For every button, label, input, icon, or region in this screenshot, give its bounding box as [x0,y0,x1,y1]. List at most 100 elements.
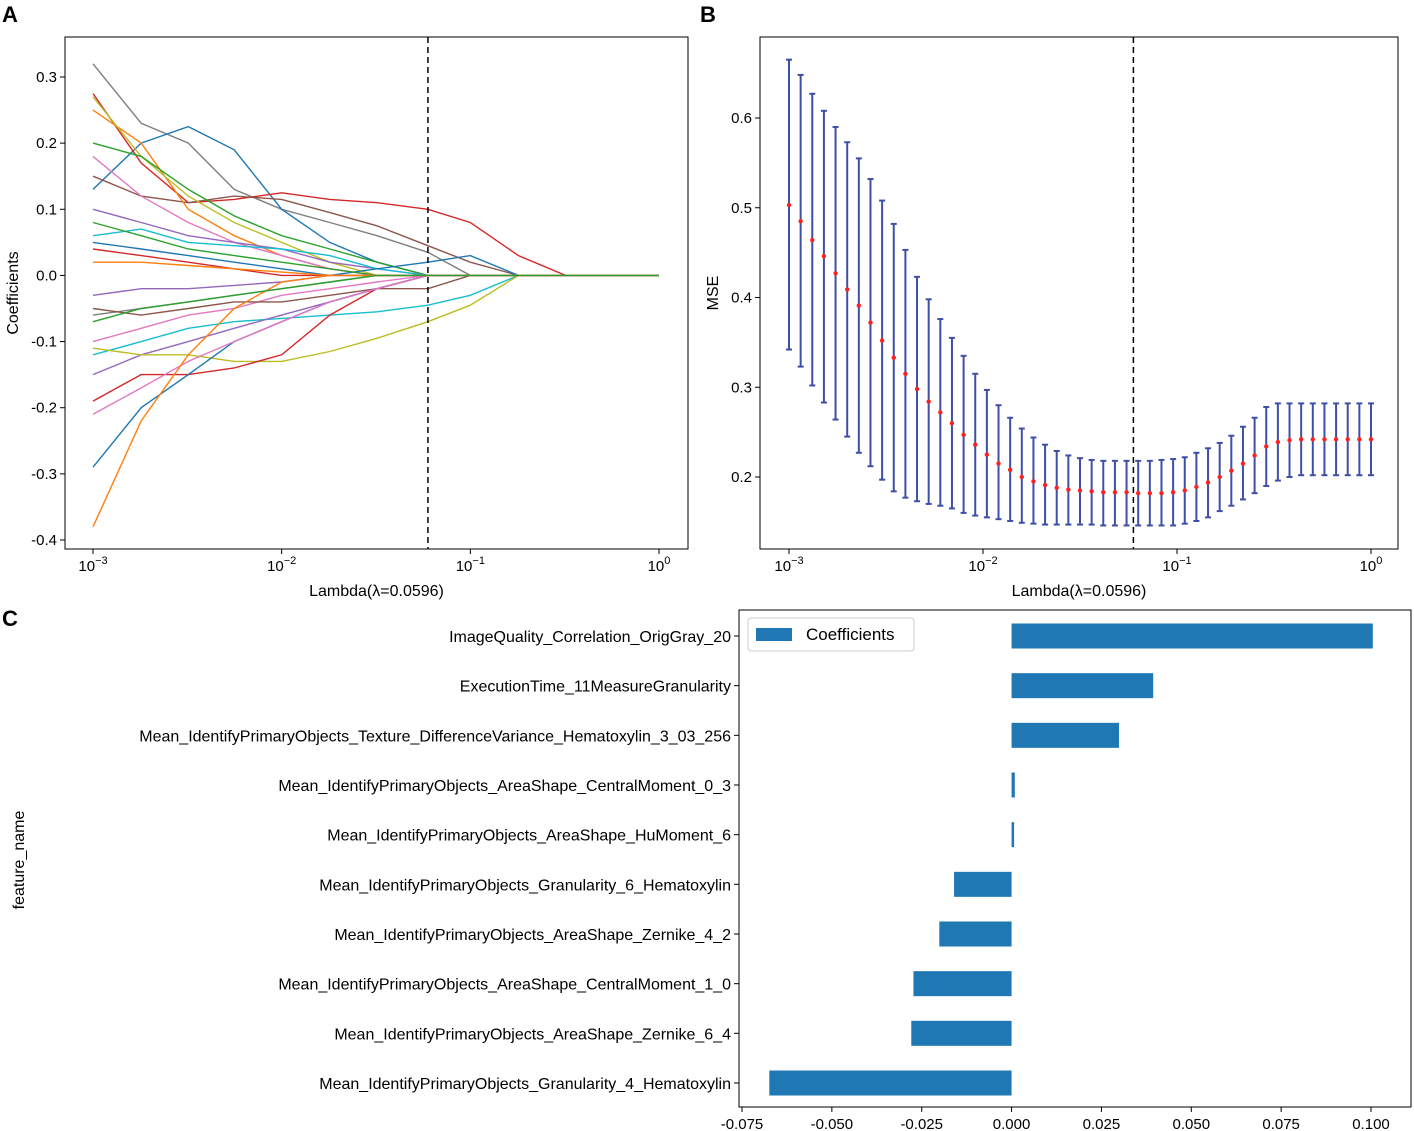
x-axis-label: Lambda(λ=0.0596) [1012,583,1147,600]
mse-point [1019,474,1024,480]
coefficient-path-brown-neg [92,274,659,316]
coefficient-path-green-2 [92,221,659,277]
mse-point [984,452,990,457]
x-tick-label: 0.000 [993,1116,1031,1131]
coefficient-bar [911,1020,1012,1046]
mse-point [1112,490,1118,495]
x-tick-label: 10−2 [968,555,997,575]
y-tick-label: -0.4 [31,532,57,549]
legend: Coefficients [747,617,915,652]
y-axis-label: Coefficients [5,251,22,334]
mse-point [786,202,792,208]
x-tick-label: -0.075 [721,1116,764,1131]
mse-point [1066,487,1071,492]
chart-b-cv-mse: 0.6 0.5 0.4 0.3 0.2 10−3 10−2 10−1 100 Lambda(λ=0… [705,36,1399,600]
mse-point [1275,439,1281,445]
chart-a-lasso-path: 0.3 0.2 0.1 0.0 -0.1 -0.2 -0.3 -0.4 10−3 10−2 10−1… [5,36,689,600]
mse-point [1205,480,1211,485]
x-tick-label: -0.025 [900,1116,943,1131]
legend-label: Coefficients [806,625,895,644]
mse-point [1077,488,1083,493]
mse-point [1368,437,1374,442]
mse-point [845,287,850,292]
x-tick-label: 0.100 [1352,1116,1390,1131]
coefficient-bar [1011,673,1154,699]
mse-point [1229,468,1234,473]
y-tick-label: -0.3 [31,466,57,483]
coefficient-path-pink [92,155,659,277]
y-tick-label: 0.3 [36,69,57,86]
y-axis-label: MSE [705,276,722,311]
mse-point [961,432,966,438]
coefficient-path-green [92,142,659,277]
legend-box [747,617,915,652]
y-tick-label: 0.1 [36,201,57,218]
x-tick-label: 10−3 [774,555,803,575]
feature-name-label: Mean_IdentifyPrimaryObjects_Granularity_… [319,877,731,894]
mse-point [821,254,827,259]
mse-point [1101,490,1106,495]
mse-point [856,303,862,308]
coefficient-bar [913,971,1012,997]
mse-point [1170,490,1176,495]
mse-point [1240,461,1246,466]
mse-point [1136,490,1141,496]
y-tick-label: 0.4 [731,290,752,307]
coefficient-path-olive-top [92,96,659,277]
feature-name-label: ImageQuality_Correlation_OrigGray_20 [449,629,731,646]
panel-label-b: B [700,2,716,27]
mse-point [938,410,943,415]
mse-point [1159,490,1164,496]
mse-point [949,420,955,426]
coefficient-path-grey [92,63,659,277]
coefficient-bar [1011,722,1120,748]
mse-point [833,271,838,276]
mse-point [1252,453,1257,458]
feature-name-label: Mean_IdentifyPrimaryObjects_AreaShape_Hu… [327,828,731,845]
mse-point [1042,482,1048,488]
mse-point [973,442,978,447]
feature-name-label: ExecutionTime_11MeasureGranularity [460,679,731,696]
feature-name-label: Mean_IdentifyPrimaryObjects_AreaShape_Ce… [278,778,731,795]
mse-point [1287,438,1292,443]
coefficient-bar [1011,772,1015,798]
coefficient-path-purple-neg [92,274,659,296]
mse-point [879,338,885,343]
y-tick-label: -0.1 [31,334,57,351]
panel-label-c: C [2,606,18,631]
x-tick-label: 0.075 [1262,1116,1300,1131]
coefficient-path-blue-small [92,241,659,277]
coefficient-path-orange-neg [92,274,659,528]
mse-point [1089,489,1094,494]
x-axis-label: Lambda(λ=0.0596) [309,583,444,600]
coefficient-path-purple [92,208,659,277]
legend-swatch [756,628,792,641]
series-group [92,63,659,528]
mse-point [1147,490,1153,496]
mse-point [1007,467,1013,473]
mse-point [1194,484,1199,490]
mse-point [798,219,803,224]
plot-frame [759,36,1399,550]
coefficient-path-orange-top [92,109,659,277]
plot-frame [738,609,1412,1108]
coefficient-path-red [92,93,659,277]
mse-point [996,461,1001,466]
mse-point [1264,444,1269,449]
mse-point [1310,437,1316,442]
x-tick-label: 0.050 [1173,1116,1211,1131]
mse-point [1054,485,1059,490]
mse-point [926,399,931,404]
mse-point [868,320,873,325]
mse-point [1298,437,1304,442]
mse-point [891,355,896,360]
coefficient-bar [1011,623,1373,649]
y-tick-label: -0.2 [31,400,57,417]
mse-point [810,237,815,243]
feature-name-label: Mean_IdentifyPrimaryObjects_AreaShape_Ce… [278,977,731,994]
mse-point [914,386,920,392]
coefficient-bar [1011,822,1015,848]
x-tick-label: 0.025 [1083,1116,1121,1131]
y-tick-label: 0.5 [731,200,752,217]
